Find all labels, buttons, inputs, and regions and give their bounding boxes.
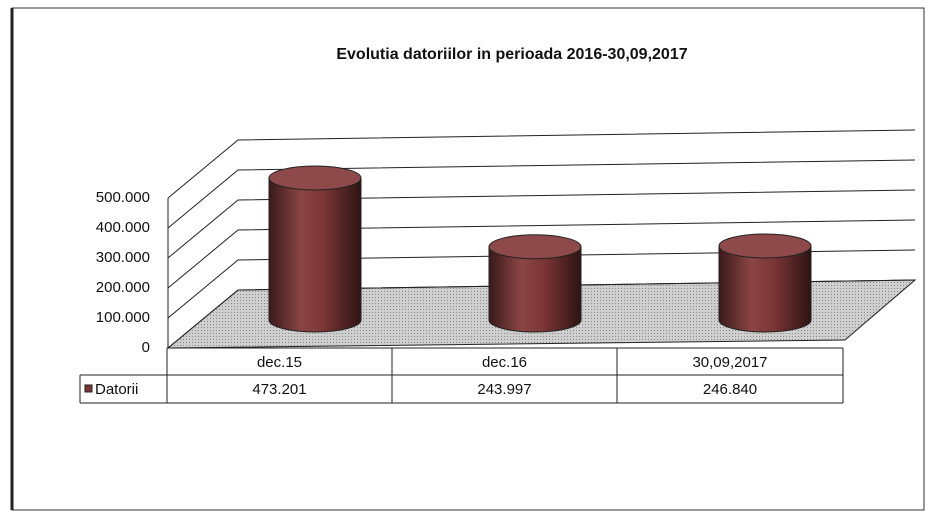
x-tick-label: dec.15: [257, 354, 302, 371]
y-tick-label: 400.000: [96, 219, 150, 236]
x-tick-label: 30,09,2017: [692, 354, 767, 371]
x-tick-label: dec.16: [482, 354, 527, 371]
y-tick-label: 0: [142, 339, 150, 356]
data-label: 243.997: [477, 381, 531, 398]
data-label: 473.201: [252, 381, 306, 398]
bar: [718, 245, 812, 333]
grid-line: [167, 129, 916, 199]
data-label: 246.840: [703, 381, 757, 398]
grid-line: [167, 159, 916, 229]
legend-label: Datorii: [95, 381, 138, 398]
chart-title: Evolutia datoriilor in perioada 2016-30,…: [336, 46, 687, 63]
y-tick-label: 100.000: [96, 309, 150, 326]
grid-line: [167, 219, 916, 289]
grid-line: [167, 249, 916, 319]
bar: [268, 177, 362, 333]
y-tick-label: 500.000: [96, 189, 150, 206]
bar: [488, 246, 582, 333]
bar-top: [268, 165, 362, 191]
bar-top: [718, 233, 812, 259]
grid-line: [167, 279, 916, 349]
y-tick-label: 200.000: [96, 279, 150, 296]
legend-marker: [84, 384, 93, 393]
grid-line: [167, 189, 916, 259]
y-tick-label: 300.000: [96, 249, 150, 266]
bar-top: [488, 234, 582, 260]
